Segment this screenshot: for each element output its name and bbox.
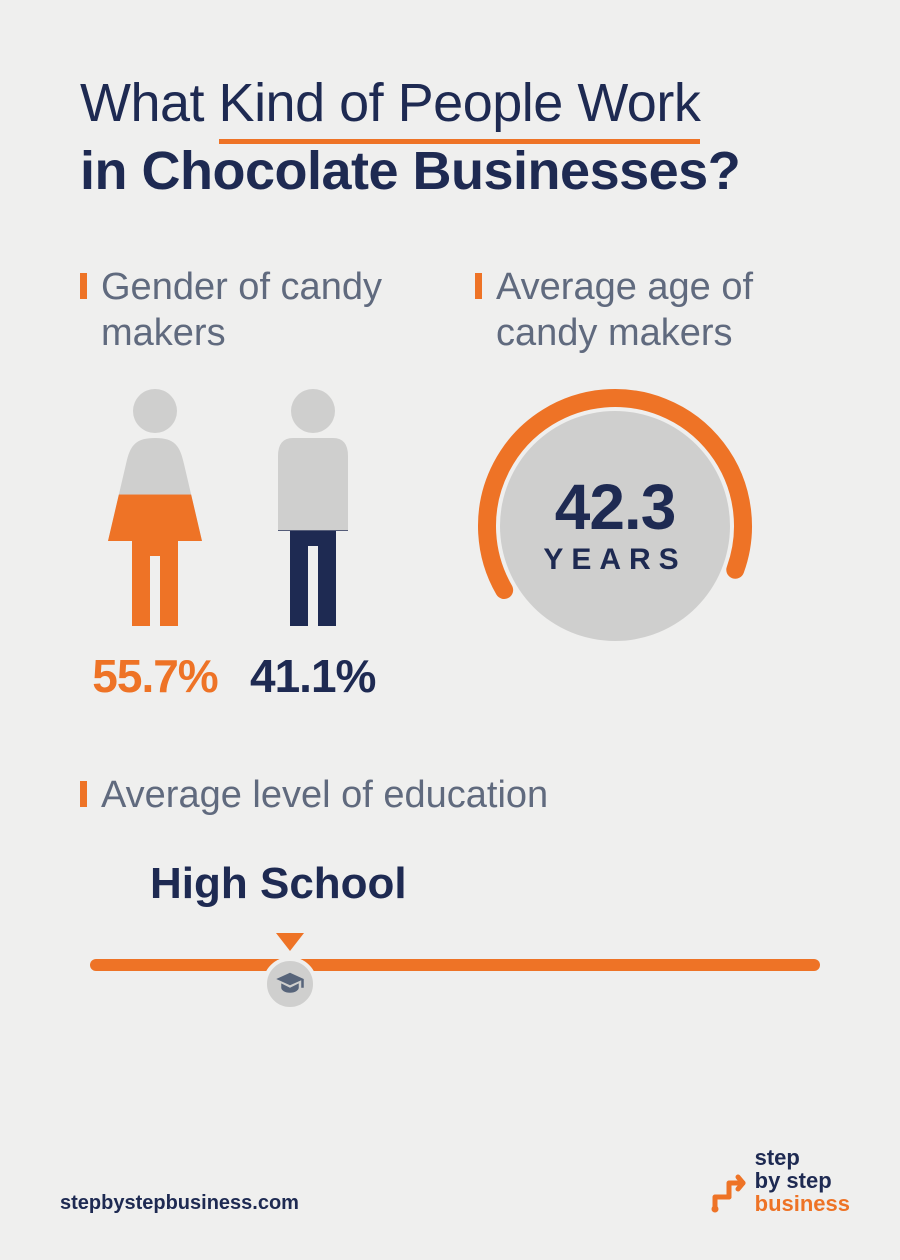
- gender-figures: 55.7% 41.1%: [80, 386, 435, 703]
- logo-line3: business: [755, 1192, 850, 1215]
- education-level: High School: [80, 859, 830, 909]
- education-slider: [80, 959, 830, 971]
- stats-row: Gender of candy makers 5: [80, 265, 830, 703]
- slider-knob: [263, 933, 317, 1011]
- female-figure: 55.7%: [90, 386, 220, 703]
- age-heading-text: Average age of candy makers: [496, 265, 830, 356]
- gender-column: Gender of candy makers 5: [80, 265, 435, 703]
- footer: stepbystepbusiness.com step by step busi…: [60, 1146, 850, 1215]
- age-value: 42.3: [555, 475, 676, 539]
- age-dial: 42.3 YEARS: [475, 386, 755, 666]
- bullet-icon: [475, 273, 482, 299]
- age-column: Average age of candy makers 42.3 YEARS: [475, 265, 830, 703]
- male-pct: 41.1%: [250, 649, 375, 703]
- logo-text: step by step business: [755, 1146, 850, 1215]
- education-heading-text: Average level of education: [101, 773, 548, 819]
- knob-circle: [263, 957, 317, 1011]
- footer-url: stepbystepbusiness.com: [60, 1192, 299, 1215]
- slider-track: [90, 959, 820, 971]
- title-line1-pre: What: [80, 73, 219, 133]
- education-heading: Average level of education: [80, 773, 830, 819]
- age-unit: YEARS: [543, 543, 686, 577]
- age-heading: Average age of candy makers: [475, 265, 830, 356]
- female-icon: [90, 386, 220, 631]
- brand-logo: step by step business: [709, 1146, 850, 1215]
- gender-heading-text: Gender of candy makers: [101, 265, 435, 356]
- title-line2: in Chocolate Businesses?: [80, 141, 740, 201]
- page-title: What Kind of People Work in Chocolate Bu…: [80, 70, 830, 205]
- bullet-icon: [80, 781, 87, 807]
- pointer-icon: [276, 933, 304, 951]
- age-center: 42.3 YEARS: [475, 386, 755, 666]
- education-section: Average level of education High School: [80, 773, 830, 971]
- male-figure: 41.1%: [250, 386, 375, 703]
- title-line1-underlined: Kind of People Work: [219, 70, 701, 138]
- logo-line2: by step: [755, 1169, 850, 1192]
- logo-steps-icon: [709, 1159, 749, 1215]
- gender-heading: Gender of candy makers: [80, 265, 435, 356]
- logo-line1: step: [755, 1146, 850, 1169]
- graduation-cap-icon: [275, 969, 305, 999]
- female-pct: 55.7%: [90, 649, 220, 703]
- bullet-icon: [80, 273, 87, 299]
- male-icon: [258, 386, 368, 631]
